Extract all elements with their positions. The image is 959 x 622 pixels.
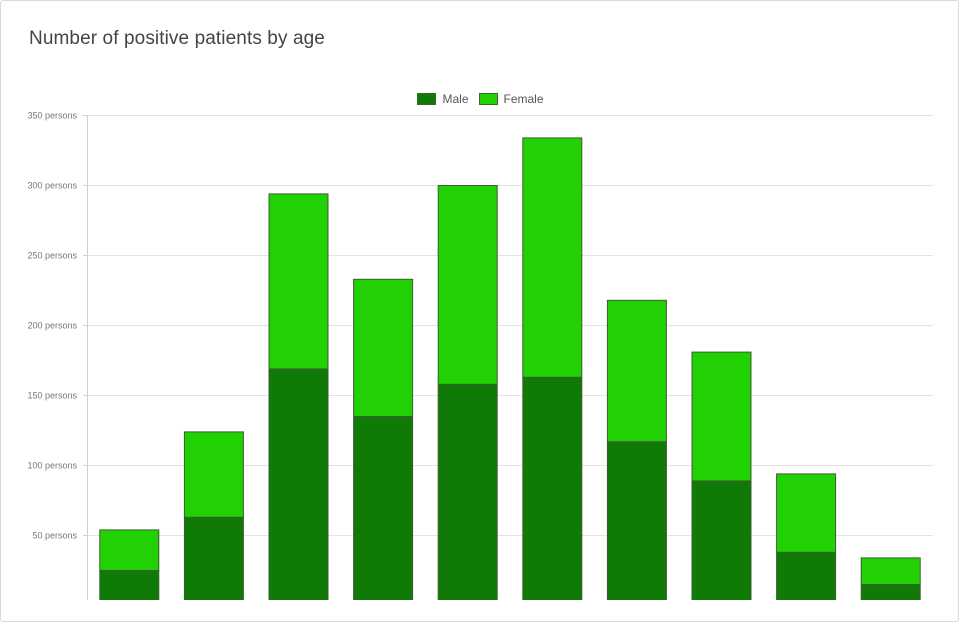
bar-female: [776, 473, 837, 553]
y-tick-label: 200 persons: [27, 321, 77, 331]
legend-swatch-male: [417, 93, 437, 105]
bar-female: [437, 185, 498, 385]
bar-male: [776, 551, 837, 600]
y-tick-label: 50 persons: [32, 531, 77, 541]
bar-male: [353, 416, 414, 600]
bar-male: [268, 368, 329, 600]
legend-item-male[interactable]: Male: [417, 92, 469, 106]
bar-female: [606, 299, 667, 443]
bar-female: [353, 278, 414, 417]
y-tick-label: 150 persons: [27, 391, 77, 401]
bar-female: [860, 557, 921, 586]
bar-male: [99, 570, 160, 600]
bar-male: [522, 376, 583, 600]
bar-female: [268, 193, 329, 370]
legend-swatch-female: [478, 93, 498, 105]
bar-male: [606, 441, 667, 600]
legend-item-female[interactable]: Female: [478, 92, 544, 106]
bar-male: [437, 383, 498, 600]
bar-female: [522, 137, 583, 378]
bar-female: [99, 529, 160, 572]
bar-female: [183, 431, 244, 518]
y-tick-label: 350 persons: [27, 111, 77, 121]
y-tick-label: 100 persons: [27, 461, 77, 471]
chart-legend: Male Female: [1, 92, 959, 106]
chart-title: Number of positive patients by age: [29, 28, 325, 49]
chart-plot: 350 persons 300 persons 250 persons 200 per…: [27, 111, 933, 600]
y-tick-label: 250 persons: [27, 251, 77, 261]
legend-label-male: Male: [442, 92, 469, 106]
bar-male: [860, 584, 921, 600]
bar-female: [691, 351, 752, 482]
bar-male: [183, 516, 244, 600]
y-tick-label: 300 persons: [27, 181, 77, 191]
legend-label-female: Female: [503, 92, 544, 106]
bar-male: [691, 480, 752, 600]
